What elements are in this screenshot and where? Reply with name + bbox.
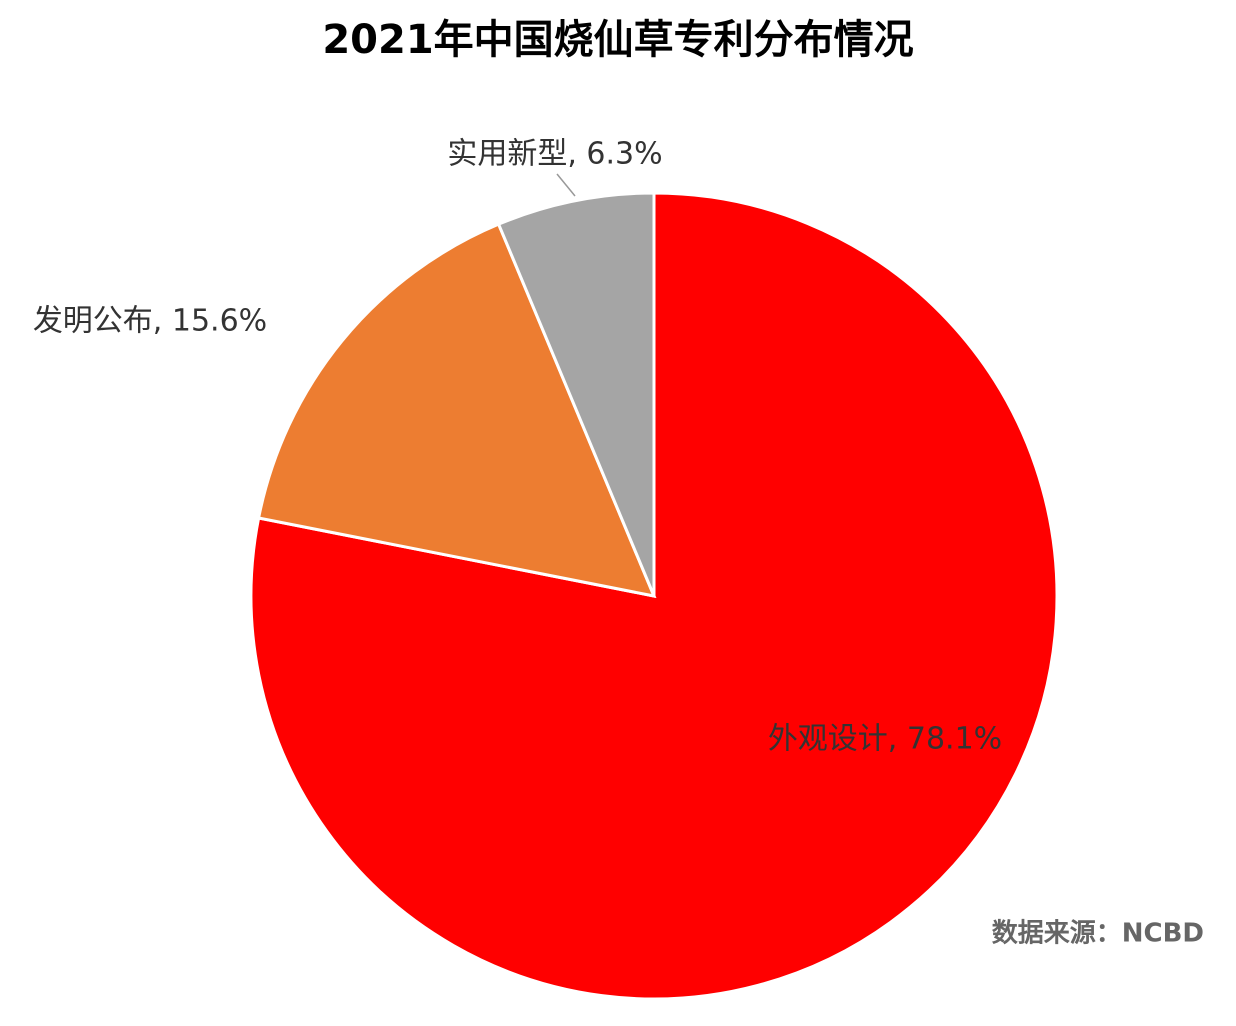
data-label: 实用新型, 6.3% [447, 137, 662, 172]
leader-line [556, 173, 576, 197]
data-label: 发明公布, 15.6% [33, 304, 267, 339]
pie: 外观设计, 78.1% 发明公布, 15.6% 实用新型, 6.3% [33, 137, 1059, 1001]
data-label: 外观设计, 78.1% [768, 722, 1002, 757]
pie-slice [256, 222, 657, 599]
chart-title: 2021年中国烧仙草专利分布情况 [322, 17, 913, 63]
pie-slice [496, 191, 656, 597]
source-note: 数据来源：NCBD [992, 919, 1204, 949]
